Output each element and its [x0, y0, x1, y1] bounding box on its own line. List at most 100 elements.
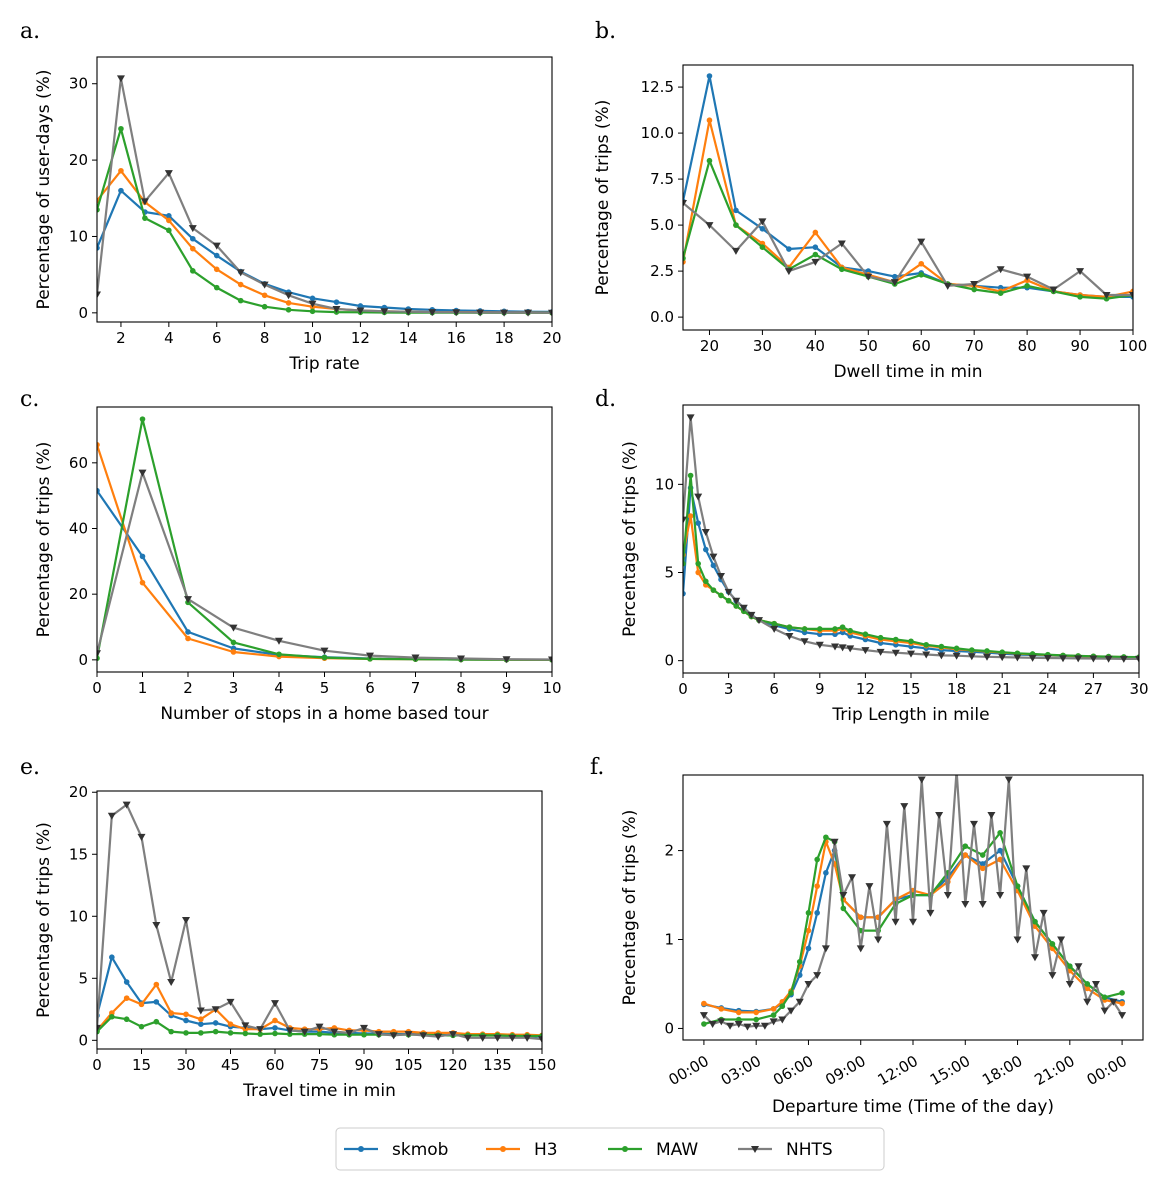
x-tick-label: 80 [1018, 337, 1037, 355]
data-point-H3 [857, 914, 864, 921]
data-point-NHTS [1013, 654, 1022, 662]
y-tick-label: 5.0 [650, 216, 674, 234]
y-tick-label: 40 [69, 519, 88, 537]
panel-letter: f. [590, 755, 604, 780]
data-point-MAW [862, 631, 869, 638]
data-point-NHTS [800, 638, 809, 646]
data-point-NHTS [987, 812, 996, 820]
data-point-NHTS [275, 637, 283, 645]
data-point-NHTS [360, 1024, 368, 1032]
data-point-MAW [997, 290, 1004, 296]
data-point-H3 [118, 167, 124, 174]
data-point-NHTS [380, 308, 389, 316]
data-point-NHTS [140, 198, 149, 206]
data-point-NHTS [188, 225, 197, 233]
data-point-MAW [316, 1031, 323, 1037]
series-line-MAW [683, 474, 1139, 659]
data-point-MAW [753, 1016, 759, 1023]
data-point-MAW [710, 587, 717, 593]
data-point-H3 [687, 513, 694, 519]
data-point-MAW [1101, 994, 1108, 1001]
x-tick-label: 40 [806, 337, 825, 355]
data-point-NHTS [755, 617, 763, 625]
data-point-skmob [786, 246, 792, 252]
x-tick-label: 7 [411, 679, 421, 697]
data-point-MAW [832, 626, 838, 632]
data-point-skmob [823, 870, 829, 876]
data-point-NHTS [708, 1020, 717, 1028]
y-tick-label: 30 [69, 75, 88, 93]
data-point-NHTS [815, 641, 824, 649]
data-point-NHTS [1104, 655, 1113, 663]
data-point-skmob [166, 213, 172, 219]
data-point-MAW [984, 648, 990, 654]
data-point-NHTS [784, 268, 793, 276]
data-point-NHTS [943, 282, 952, 290]
data-point-NHTS [167, 979, 176, 987]
data-point-NHTS [1100, 1007, 1109, 1015]
data-point-NHTS [548, 656, 552, 664]
data-point-NHTS [683, 200, 687, 208]
x-tick-label: 30 [753, 337, 772, 355]
data-point-NHTS [116, 75, 125, 83]
data-point-NHTS [839, 892, 848, 900]
data-point-NHTS [846, 645, 855, 653]
data-point-NHTS [709, 553, 718, 561]
y-tick-label: 60 [69, 454, 88, 472]
data-point-NHTS [137, 833, 146, 841]
data-point-NHTS [419, 1032, 428, 1040]
chart-panel-c: c. 0 1 2 3 4 5 6 7 8 9 10 0 20 40 60 Number of stops in … [20, 387, 562, 724]
data-point-MAW [801, 626, 808, 632]
data-point-H3 [706, 117, 713, 124]
y-tick-label: 0.0 [650, 308, 674, 326]
data-point-NHTS [1074, 655, 1083, 663]
x-tick-label: 14 [399, 329, 418, 347]
x-tick-label: 4 [274, 679, 284, 697]
series-line-skmob [703, 849, 1123, 1013]
data-point-MAW [139, 416, 146, 422]
data-point-MAW [183, 1030, 189, 1036]
data-point-skmob [97, 245, 100, 251]
y-tick-label: 20 [69, 585, 88, 603]
x-tick-label: 75 [310, 1056, 329, 1074]
plot-area [97, 416, 552, 664]
data-point-MAW [118, 125, 124, 132]
data-point-H3 [1119, 1000, 1125, 1007]
x-axis-label: Dwell time in min [833, 362, 982, 382]
data-point-NHTS [926, 909, 935, 917]
data-point-NHTS [374, 1031, 383, 1039]
data-point-H3 [753, 1009, 759, 1016]
data-point-NHTS [961, 900, 970, 908]
y-tick-label: 0 [78, 651, 88, 669]
data-point-MAW [877, 634, 884, 641]
data-point-NHTS [404, 1031, 413, 1039]
data-point-skmob [357, 303, 364, 309]
data-point-NHTS [226, 998, 235, 1006]
data-point-NHTS [1022, 865, 1031, 873]
legend-label: skmob [392, 1140, 448, 1160]
data-point-NHTS [830, 838, 839, 846]
data-point-MAW [788, 990, 794, 996]
data-point-MAW [706, 157, 713, 164]
data-point-NHTS [900, 803, 909, 811]
chart-panel-d: d. 0 3 6 9 12 15 18 21 24 27 30 0 5 10 Trip Length in m… [595, 387, 1149, 725]
data-point-MAW [153, 1018, 160, 1025]
x-axis-label: Travel time in min [242, 1081, 396, 1101]
data-point-H3 [153, 981, 160, 988]
y-tick-label: 15 [69, 845, 88, 863]
data-point-MAW [1024, 283, 1030, 289]
data-point-MAW [285, 306, 292, 313]
data-point-MAW [786, 624, 793, 630]
data-point-NHTS [1135, 655, 1139, 663]
data-point-MAW [923, 641, 929, 648]
data-point-MAW [695, 560, 701, 567]
data-point-NHTS [196, 1007, 205, 1015]
data-point-NHTS [1048, 972, 1057, 980]
data-point-NHTS [300, 1028, 309, 1036]
data-point-NHTS [285, 1027, 294, 1035]
data-point-NHTS [478, 1034, 487, 1042]
y-axis-label: Percentage of trips (%) [620, 810, 640, 1006]
x-tick-label: 20 [700, 337, 719, 355]
data-point-MAW [997, 830, 1003, 836]
data-point-NHTS [308, 300, 317, 308]
